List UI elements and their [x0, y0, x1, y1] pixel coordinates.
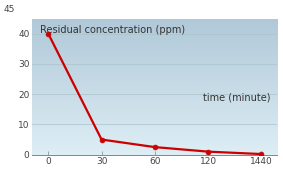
Text: time (minute): time (minute): [203, 93, 270, 103]
Text: 45: 45: [4, 6, 15, 14]
Text: Residual concentration (ppm): Residual concentration (ppm): [40, 25, 185, 35]
